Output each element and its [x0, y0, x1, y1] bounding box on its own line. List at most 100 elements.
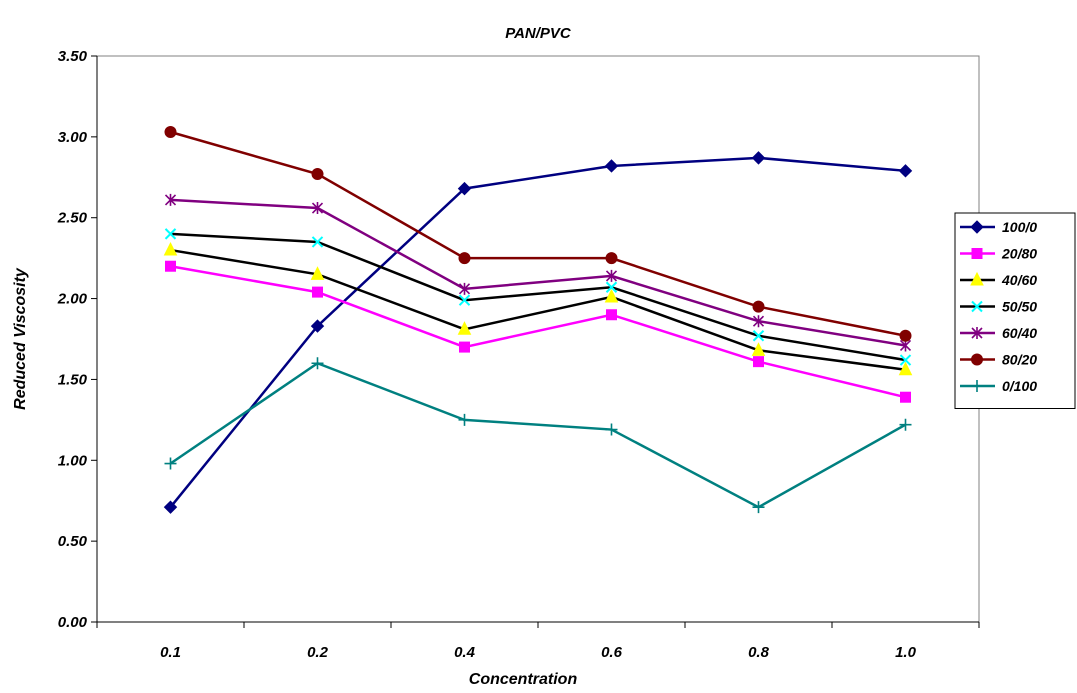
- data-point: [458, 252, 471, 265]
- legend-marker: [971, 353, 983, 366]
- x-tick-label: 1.0: [895, 644, 917, 661]
- data-point: [899, 329, 912, 342]
- data-point: [457, 321, 472, 335]
- series-line: [169, 361, 907, 509]
- data-point: [457, 181, 472, 196]
- data-point: [311, 202, 324, 215]
- legend-item: 20/80: [960, 246, 1037, 262]
- legend-marker: [971, 327, 983, 339]
- series-line: [170, 232, 906, 362]
- data-point: [605, 252, 618, 265]
- chart-title: PAN/PVC: [505, 25, 572, 42]
- data-point: [311, 168, 324, 181]
- data-point: [458, 282, 471, 295]
- data-point: [753, 356, 764, 368]
- y-tick-label: 3.50: [58, 48, 88, 65]
- x-tick-label: 0.8: [748, 644, 770, 661]
- data-point: [458, 413, 471, 426]
- data-point: [165, 260, 176, 272]
- legend-box: [954, 212, 1076, 409]
- y-tick-label: 2.50: [57, 210, 88, 227]
- data-point: [752, 315, 765, 328]
- series-line: [170, 130, 906, 337]
- legend-marker: [970, 220, 984, 234]
- legend: 100/0 20/80 40/60 50/50 60/40 80/20 0/100: [954, 212, 1076, 409]
- series-100-0: [163, 151, 913, 514]
- x-axis-label: Concentration: [469, 671, 578, 688]
- data-point: [164, 228, 177, 240]
- data-point: [459, 341, 470, 353]
- series-40-60: [163, 241, 913, 376]
- y-axis: 0.00 0.50 1.00 1.50 2.00 2.50 3.00 3.50: [57, 48, 98, 631]
- y-tick-label: 0.00: [58, 614, 88, 631]
- data-point: [752, 330, 765, 342]
- series-line: [170, 248, 906, 371]
- y-tick-label: 2.00: [57, 291, 88, 308]
- data-point: [605, 281, 618, 293]
- data-point: [312, 286, 323, 298]
- legend-item: 0/100: [960, 378, 1037, 394]
- legend-item: 80/20: [960, 352, 1037, 368]
- data-point: [311, 357, 324, 370]
- legend-marker: [971, 248, 983, 259]
- data-point: [752, 501, 765, 514]
- data-point: [604, 288, 619, 303]
- y-tick-label: 1.00: [58, 452, 88, 469]
- legend-label: 0/100: [1002, 378, 1037, 394]
- legend-label: 20/80: [1001, 246, 1037, 262]
- legend-item: 60/40: [960, 325, 1037, 341]
- data-point: [164, 193, 177, 206]
- legend-marker: [970, 271, 984, 286]
- series-80-20: [164, 126, 912, 342]
- data-point: [311, 236, 324, 248]
- series-60-40: [164, 193, 912, 352]
- data-point: [458, 294, 471, 306]
- legend-item: 40/60: [960, 271, 1037, 288]
- legend-label: 100/0: [1002, 219, 1037, 235]
- data-point: [899, 418, 912, 431]
- series-50-50: [164, 228, 912, 366]
- series-layer: [163, 126, 913, 514]
- data-point: [752, 300, 765, 313]
- legend-label: 40/60: [1001, 272, 1037, 288]
- series-line: [170, 264, 906, 399]
- data-point: [898, 164, 913, 178]
- data-point: [900, 391, 911, 403]
- y-tick-label: 3.00: [58, 129, 88, 146]
- data-point: [751, 151, 766, 165]
- legend-item: 50/50: [960, 299, 1037, 315]
- x-tick-label: 0.4: [454, 644, 476, 661]
- legend-label: 50/50: [1002, 299, 1037, 315]
- y-axis-label: Reduced Viscosity: [12, 267, 29, 410]
- y-tick-label: 1.50: [58, 371, 88, 388]
- y-tick-label: 0.50: [58, 533, 88, 550]
- data-point: [898, 361, 913, 376]
- series-0-100: [164, 357, 912, 514]
- series-line: [170, 198, 906, 347]
- series-20-80: [165, 260, 911, 403]
- legend-marker: [971, 300, 983, 313]
- x-tick-label: 0.2: [307, 644, 329, 661]
- data-point: [163, 241, 178, 256]
- legend-marker: [971, 380, 983, 392]
- legend-item: 100/0: [960, 219, 1037, 235]
- x-tick-label: 0.6: [601, 644, 623, 661]
- data-point: [310, 266, 325, 280]
- data-point: [899, 354, 912, 366]
- data-point: [163, 500, 178, 514]
- data-point: [751, 342, 766, 356]
- data-point: [310, 319, 325, 333]
- data-point: [604, 159, 619, 173]
- legend-label: 80/20: [1002, 352, 1037, 368]
- x-axis: 0.1 0.2 0.4 0.6 0.8 1.0: [96, 621, 980, 661]
- data-point: [605, 423, 618, 436]
- data-point: [164, 126, 177, 139]
- x-tick-label: 0.1: [160, 644, 181, 661]
- data-point: [606, 309, 617, 321]
- series-line: [169, 156, 906, 508]
- data-point: [164, 457, 177, 470]
- data-point: [605, 269, 618, 282]
- legend-label: 60/40: [1002, 325, 1037, 341]
